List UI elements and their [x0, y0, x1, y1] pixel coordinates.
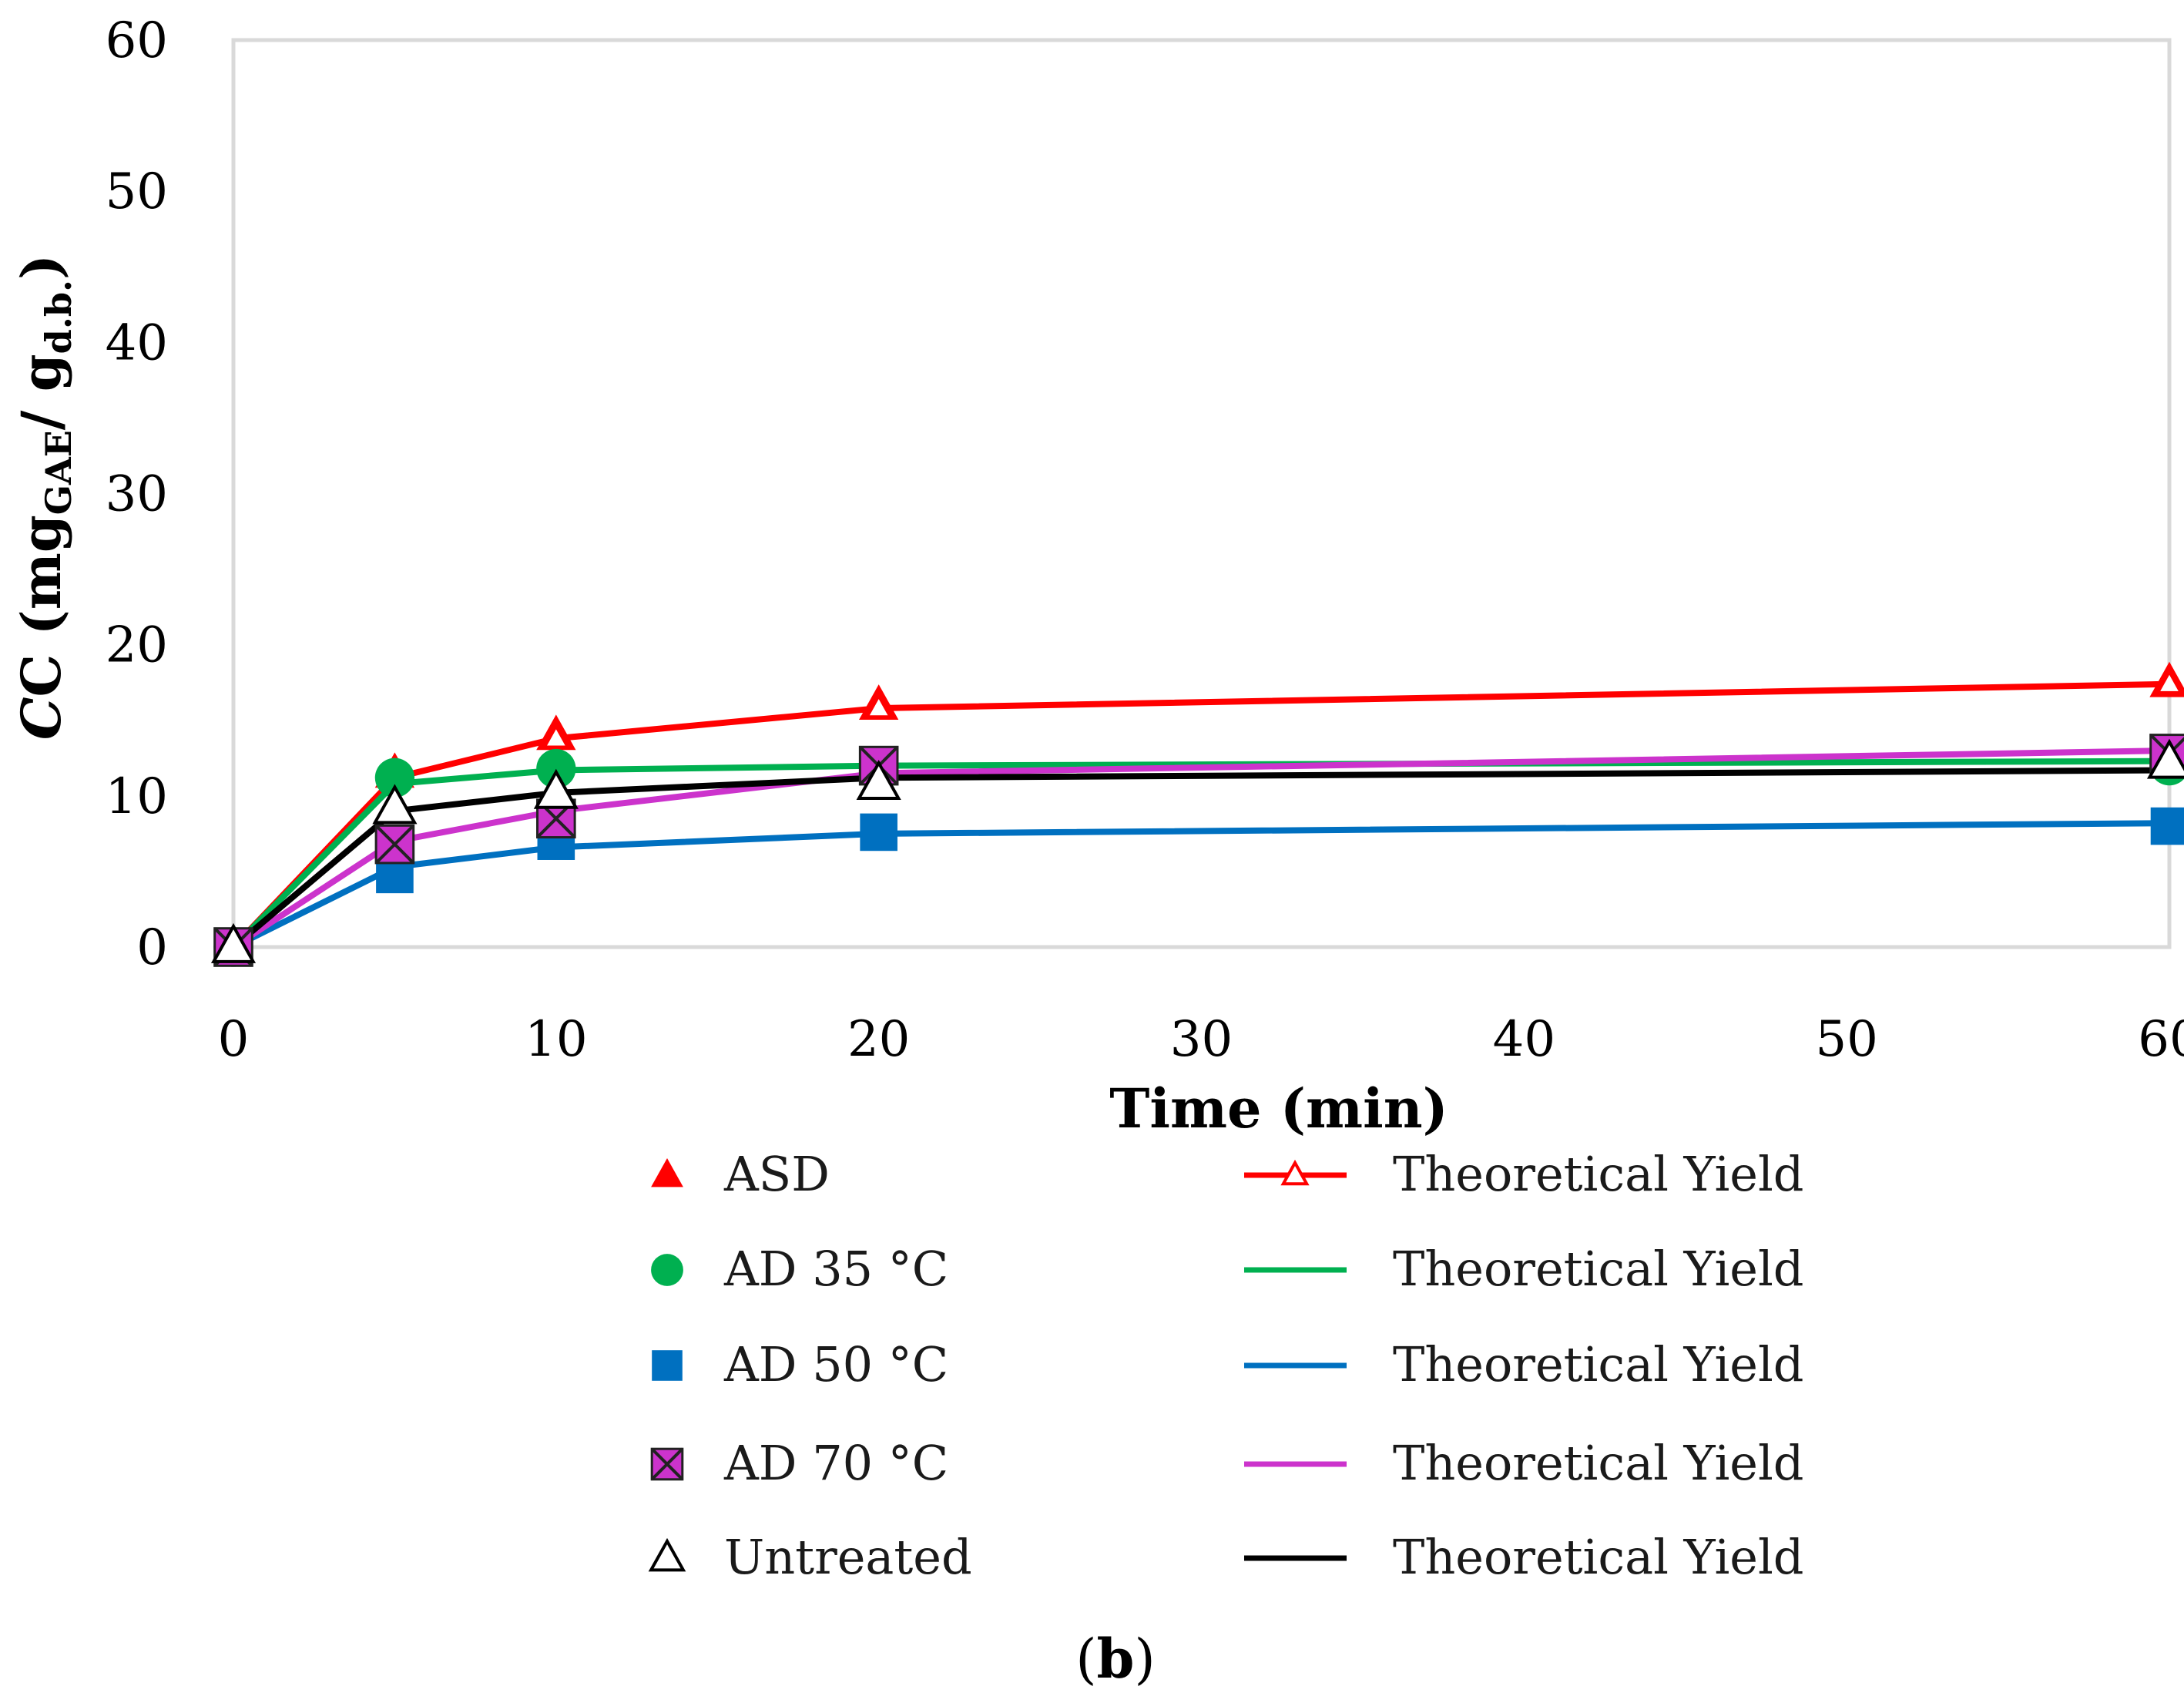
legend-marker [650, 1447, 684, 1481]
point-series-4 [210, 922, 257, 963]
theory-point-series-0 [542, 723, 571, 749]
theory-point-series-0 [2155, 668, 2184, 694]
x-tick-label: 40 [1493, 1011, 1555, 1068]
legend-line-marker [1280, 1159, 1310, 1186]
point-series-4 [2146, 738, 2184, 779]
x-tick-label: 20 [847, 1011, 910, 1068]
point-series-2 [860, 813, 897, 852]
figure-caption: (b) [1075, 1627, 1156, 1691]
y-tick-label: 10 [106, 768, 168, 825]
point-series-1 [374, 757, 415, 798]
legend-label: ASD [723, 1146, 830, 1202]
x-axis-title: Time (min) [1109, 1077, 1448, 1140]
point-series-4 [533, 768, 579, 809]
legend-theoretical-label: Theoretical Yield [1393, 1529, 1803, 1585]
x-tick-label: 60 [2138, 1011, 2184, 1068]
y-tick-label: 30 [106, 466, 168, 523]
point-series-3-cross-b [374, 824, 415, 865]
y-tick-label: 0 [136, 919, 168, 976]
legend-label: AD 35 °C [723, 1241, 948, 1297]
legend-marker [651, 1158, 683, 1187]
x-tick-label: 0 [218, 1011, 250, 1068]
legend-label: AD 70 °C [723, 1435, 948, 1491]
point-series-4 [856, 760, 901, 801]
legend-label: Untreated [724, 1529, 972, 1585]
legend-label: AD 50 °C [723, 1336, 948, 1392]
y-axis: 0 10 20 30 40 50 60 [106, 12, 168, 976]
point-series-4 [372, 784, 418, 825]
x-tick-label: 50 [1815, 1011, 1877, 1068]
legend-theoretical-label: Theoretical Yield [1393, 1241, 1803, 1297]
legend-theoretical-label: Theoretical Yield [1393, 1336, 1803, 1392]
x-tick-label: 10 [525, 1011, 587, 1068]
x-tick-label: 30 [1170, 1011, 1233, 1068]
legend-marker [652, 1350, 683, 1381]
legend-theoretical-label: Theoretical Yield [1393, 1435, 1803, 1491]
point-series-2 [2150, 807, 2184, 845]
legend-marker [648, 1537, 686, 1572]
x-axis: 0 10 20 30 40 50 60 [218, 1011, 2184, 1068]
data-markers [210, 661, 2184, 967]
y-tick-label: 60 [106, 12, 168, 69]
point-series-1 [536, 748, 576, 789]
legend-theoretical-label: Theoretical Yield [1393, 1146, 1803, 1202]
y-tick-label: 50 [106, 163, 168, 220]
plot-area [231, 38, 2172, 949]
y-axis-title: CC (mgGAE/ gd.b.) [9, 254, 79, 740]
legend-marker [651, 1254, 683, 1286]
theory-point-series-0 [864, 692, 894, 719]
legend: ASD Theoretical Yield AD 35 °C Theoretical … [648, 1146, 1803, 1585]
point-series-3 [374, 824, 415, 865]
y-tick-label: 20 [106, 617, 168, 674]
y-tick-label: 40 [106, 314, 168, 371]
legend-marker-cross-b [650, 1447, 684, 1481]
